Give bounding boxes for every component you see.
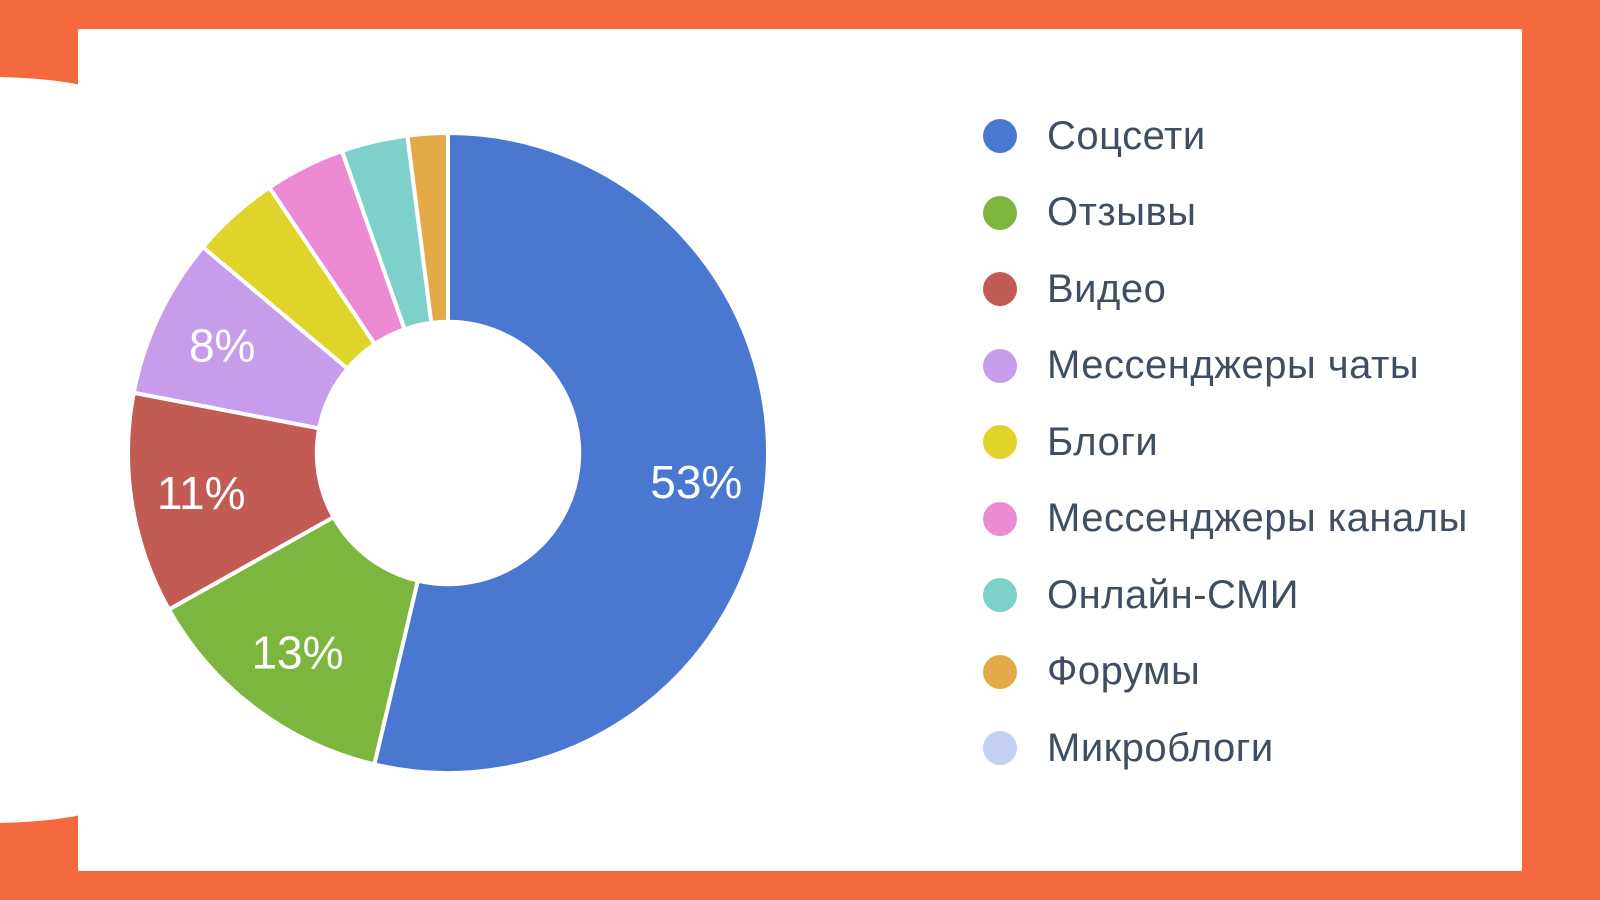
- legend-label: Микроблоги: [1047, 725, 1274, 770]
- legend-dot-icon: [983, 731, 1017, 766]
- slice-data-label: 13%: [251, 627, 343, 679]
- legend-item: Микроблоги: [983, 710, 1468, 787]
- legend-item: Блоги: [983, 404, 1468, 481]
- legend-label: Соцсети: [1047, 113, 1206, 158]
- legend-label: Онлайн-СМИ: [1047, 572, 1300, 617]
- legend-item: Отзывы: [983, 175, 1468, 252]
- legend-label: Мессенджеры каналы: [1047, 496, 1468, 541]
- legend-dot-icon: [983, 195, 1017, 230]
- donut-slice: [166, 515, 420, 767]
- legend-dot-icon: [983, 578, 1017, 613]
- slice-data-label: 8%: [189, 320, 255, 372]
- legend-item: Мессенджеры каналы: [983, 481, 1468, 558]
- legend-dot-icon: [983, 501, 1017, 536]
- chart-legend: Соцсети Отзывы Видео Мессенджеры чаты Блоги М…: [983, 98, 1468, 787]
- legend-item: Онлайн-СМИ: [983, 557, 1468, 634]
- legend-label: Отзывы: [1047, 190, 1197, 235]
- legend-label: Мессенджеры чаты: [1047, 343, 1420, 388]
- legend-dot-icon: [983, 425, 1017, 460]
- legend-dot-icon: [983, 654, 1017, 689]
- legend-dot-icon: [983, 348, 1017, 383]
- legend-label: Блоги: [1047, 419, 1159, 464]
- legend-dot-icon: [983, 272, 1017, 307]
- slice-data-label: 11%: [157, 467, 246, 519]
- legend-item: Мессенджеры чаты: [983, 328, 1468, 405]
- donut-slice: [372, 131, 770, 775]
- donut-slice: [405, 131, 450, 325]
- legend-item: Соцсети: [983, 98, 1468, 175]
- left-panel-curve: [0, 77, 80, 823]
- donut-slice: [126, 390, 336, 612]
- legend-dot-icon: [983, 119, 1017, 154]
- legend-item: Видео: [983, 251, 1468, 328]
- legend-label: Форумы: [1047, 649, 1201, 694]
- donut-chart: 53% 13% 11% 8%: [126, 131, 770, 775]
- slice-data-label: 53%: [650, 456, 742, 508]
- legend-label: Видео: [1047, 266, 1167, 311]
- legend-item: Форумы: [983, 634, 1468, 711]
